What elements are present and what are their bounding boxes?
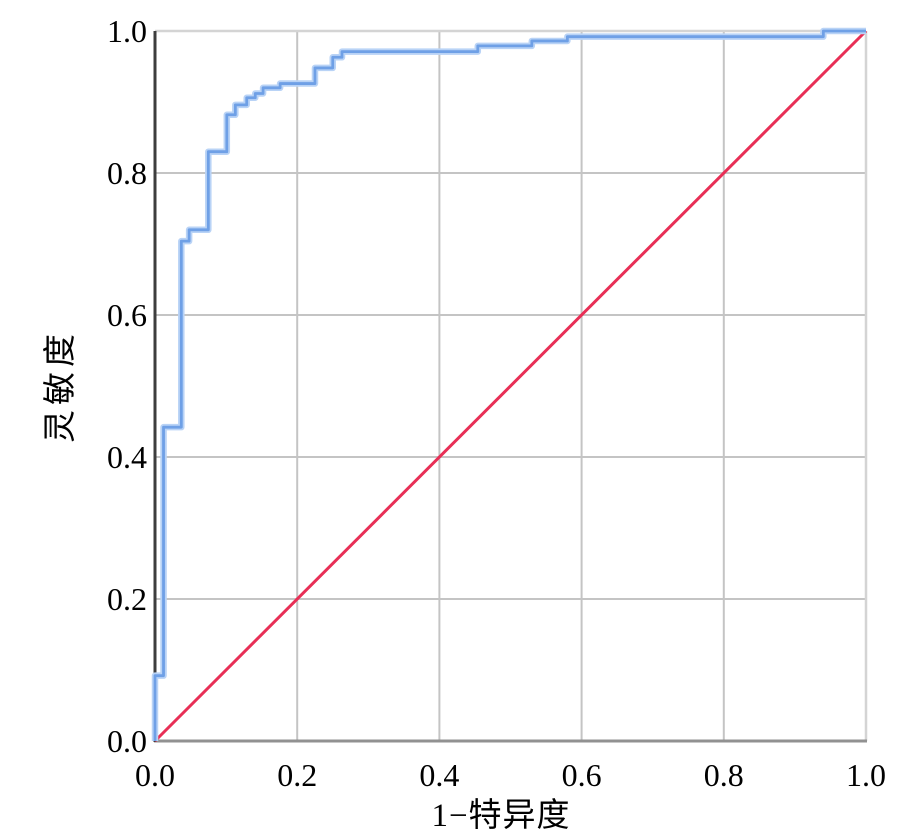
x-tick-label: 0.8 [704, 757, 744, 793]
y-tick-label: 0.8 [107, 155, 147, 191]
tick-labels: 0.0 0.2 0.4 0.6 0.8 1.0 0.0 0.2 0.4 0.6 0.8 1.0 [107, 13, 886, 793]
x-tick-label: 0.2 [277, 757, 317, 793]
reference-line [153, 29, 868, 743]
y-tick-label: 1.0 [107, 13, 147, 49]
x-tick-label: 0.4 [419, 757, 459, 793]
y-axis-label: 灵敏度 [43, 329, 79, 443]
series-lines [151, 27, 868, 743]
y-tick-label: 0.4 [107, 439, 147, 475]
plot-border [153, 29, 868, 743]
x-tick-label: 1.0 [846, 757, 886, 793]
x-axis-label: 1−特异度 [431, 798, 571, 834]
x-tick-label: 0.6 [562, 757, 602, 793]
y-tick-label: 0.2 [107, 581, 147, 617]
y-tick-label: 0.0 [107, 723, 147, 759]
x-tick-label: 0.0 [135, 757, 175, 793]
y-tick-label: 0.6 [107, 297, 147, 333]
gridlines [155, 31, 866, 741]
roc-curve-line [153, 29, 866, 741]
